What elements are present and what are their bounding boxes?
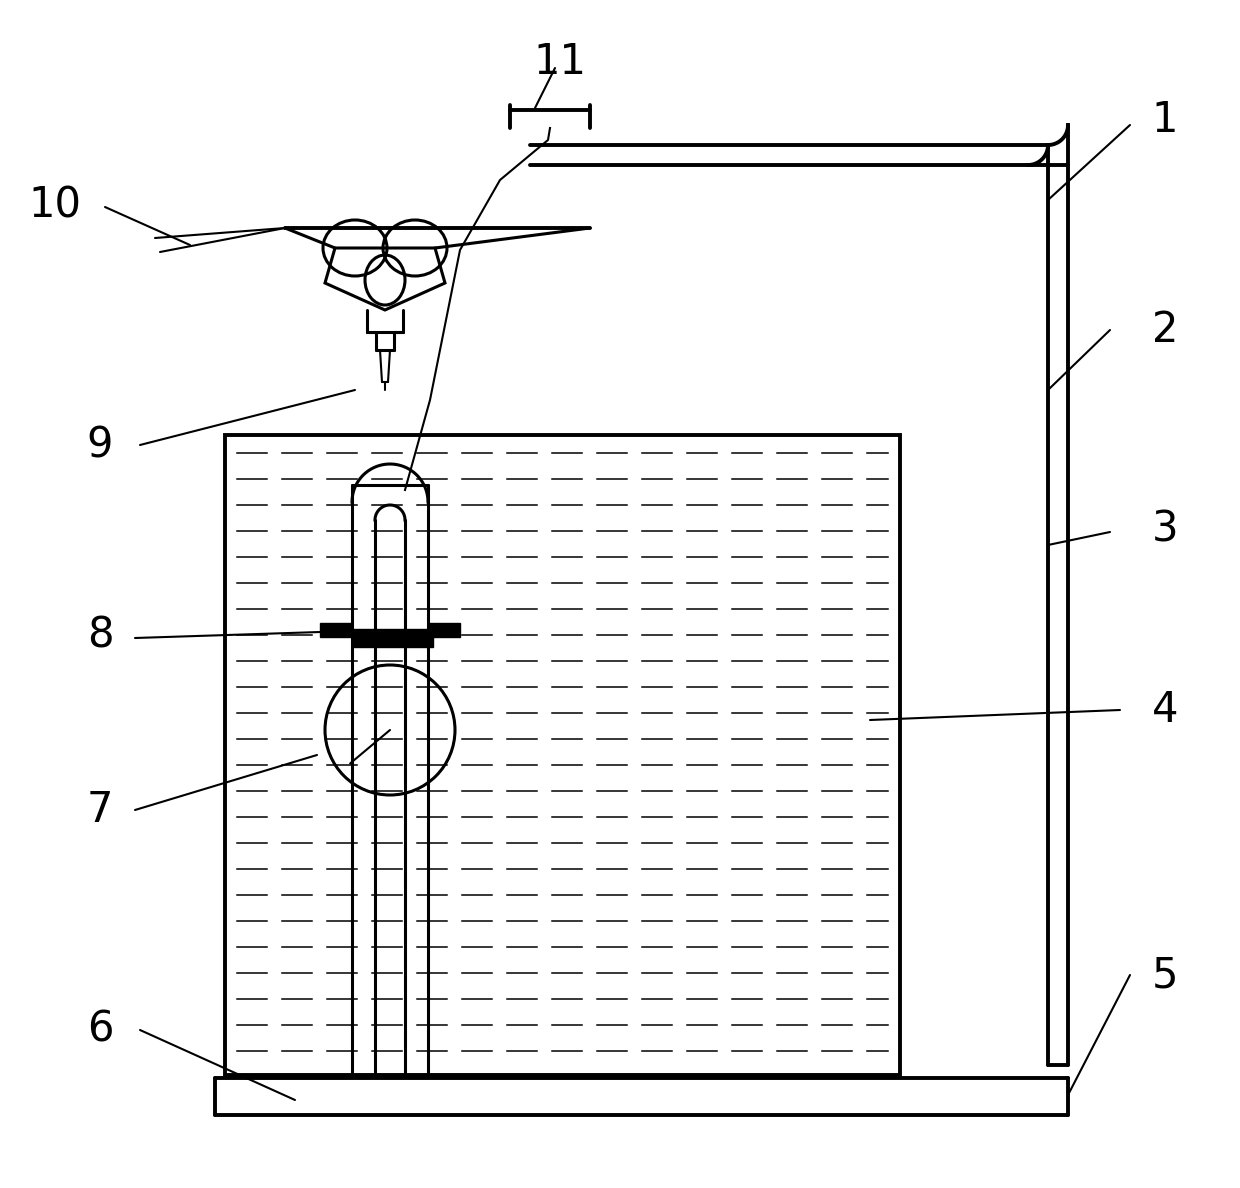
Bar — [428, 623, 460, 637]
Text: 4: 4 — [1152, 689, 1178, 731]
Text: 9: 9 — [87, 424, 113, 466]
Bar — [224, 435, 900, 1075]
Bar — [352, 628, 433, 647]
Text: 1: 1 — [1152, 99, 1178, 141]
Text: 2: 2 — [1152, 309, 1178, 350]
Text: 8: 8 — [87, 614, 113, 656]
Text: 7: 7 — [87, 789, 113, 830]
Bar — [320, 623, 352, 637]
Text: 5: 5 — [1152, 954, 1178, 996]
Text: 10: 10 — [29, 184, 82, 226]
Text: 11: 11 — [533, 42, 587, 83]
Text: 3: 3 — [1152, 508, 1178, 551]
Text: 6: 6 — [87, 1009, 113, 1051]
